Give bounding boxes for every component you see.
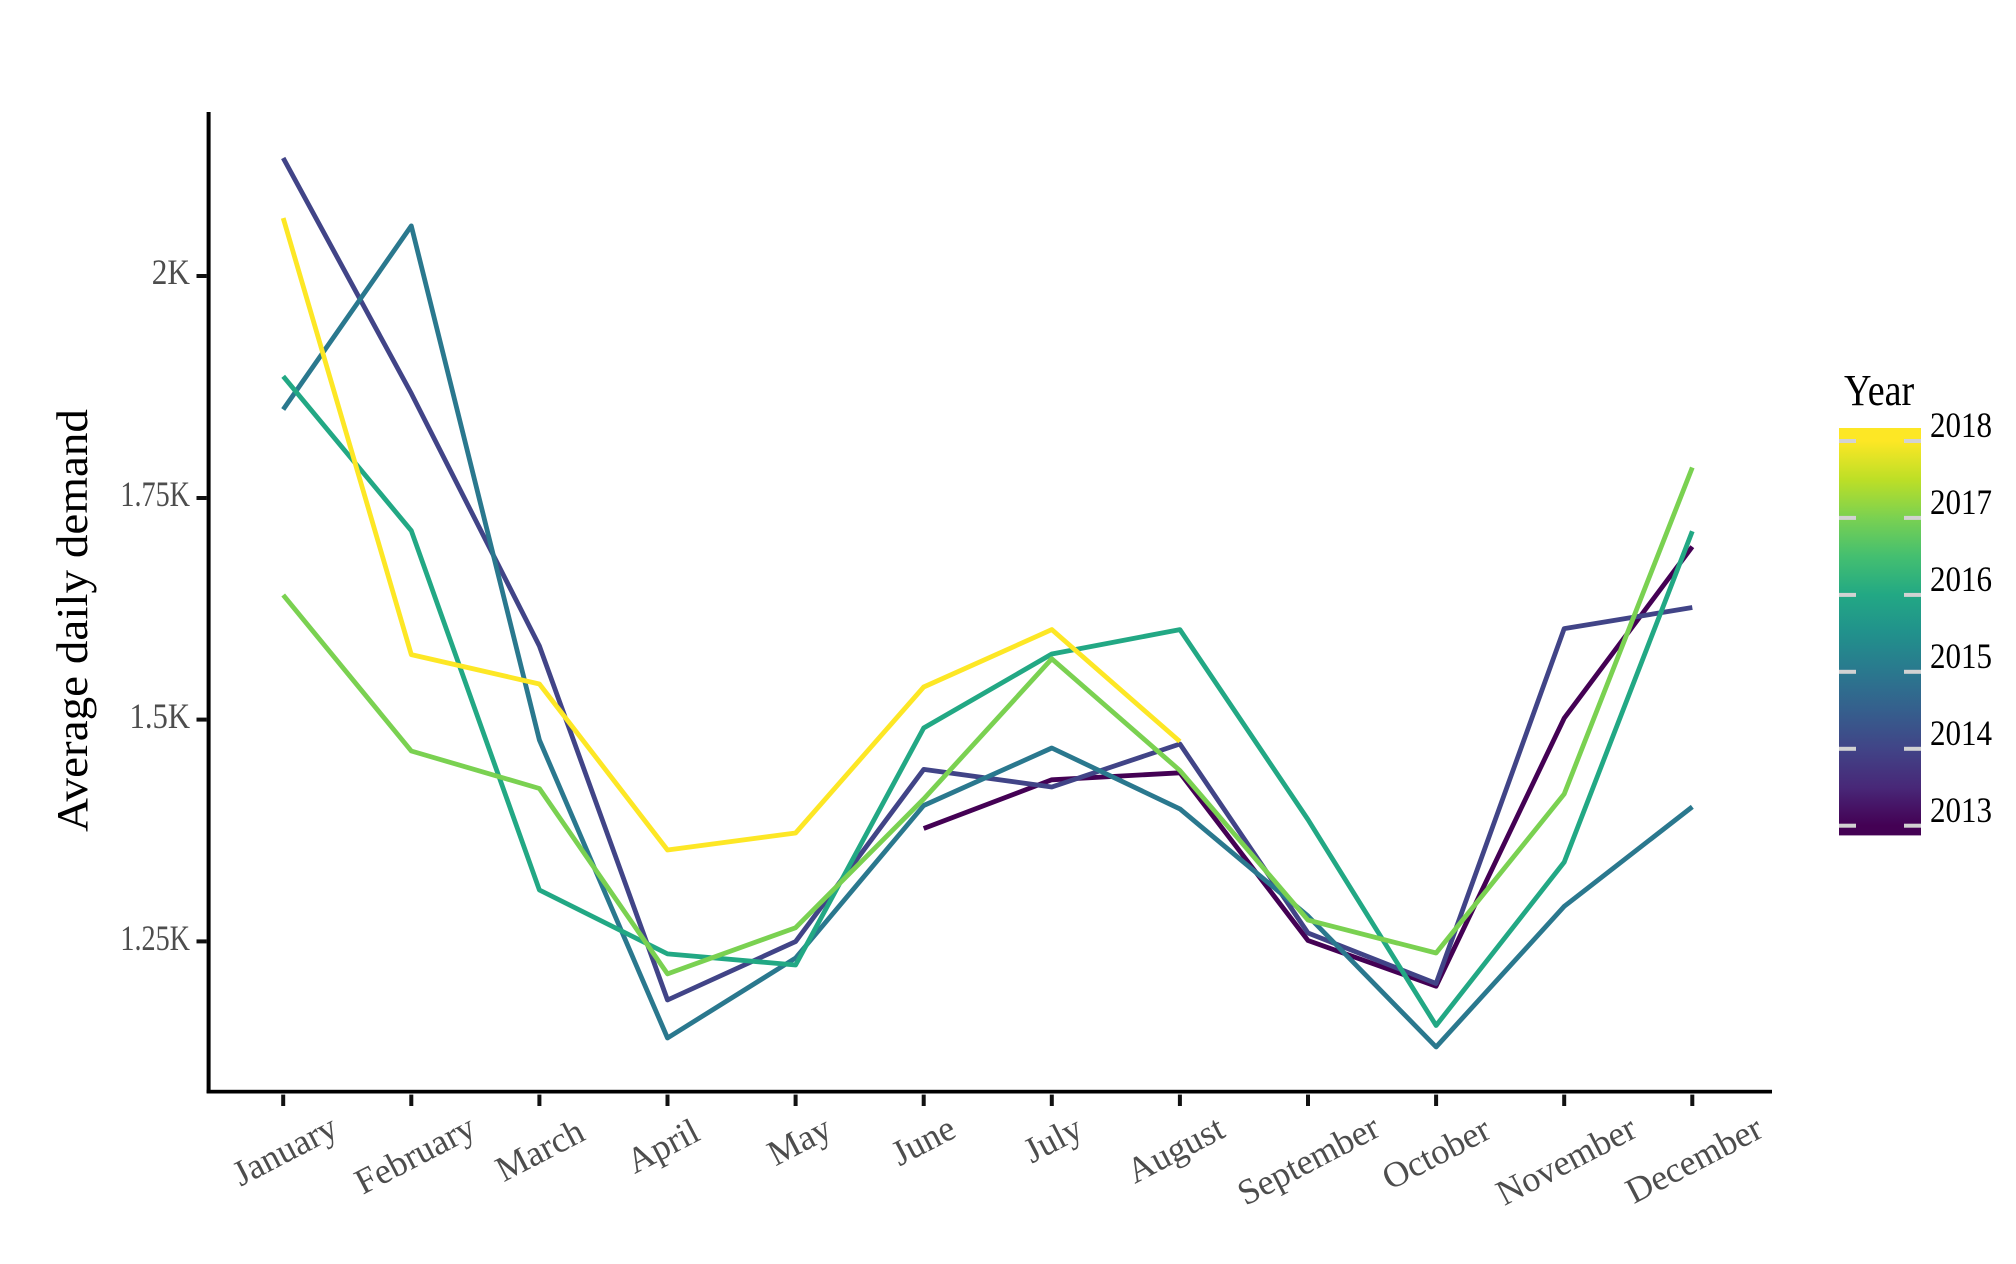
svg-text:1.25K: 1.25K bbox=[120, 918, 190, 958]
svg-text:Average daily demand: Average daily demand bbox=[48, 409, 97, 832]
svg-text:2018: 2018 bbox=[1930, 405, 1992, 445]
svg-text:2017: 2017 bbox=[1930, 482, 1992, 522]
svg-text:2015: 2015 bbox=[1930, 636, 1992, 676]
svg-text:2013: 2013 bbox=[1930, 790, 1992, 830]
svg-text:2K: 2K bbox=[152, 252, 190, 292]
svg-text:2014: 2014 bbox=[1930, 713, 1992, 753]
svg-text:1.75K: 1.75K bbox=[120, 474, 190, 514]
svg-text:Year: Year bbox=[1844, 366, 1914, 415]
svg-text:2016: 2016 bbox=[1930, 559, 1992, 599]
svg-text:1.5K: 1.5K bbox=[130, 696, 191, 736]
